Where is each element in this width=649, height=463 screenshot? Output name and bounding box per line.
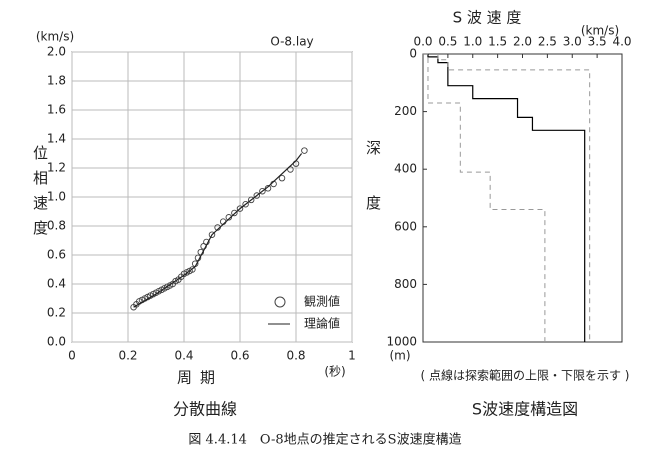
x-tick-label: 0.4 [174, 349, 193, 363]
figure-caption: 図 4.4.14 O-8地点の推定されるS波速度構造 [188, 432, 461, 448]
data-point [242, 200, 249, 208]
y-unit: (km/s) [36, 30, 74, 44]
x-tick-label: 0.6 [230, 349, 249, 363]
x-tick-label: 0.5 [438, 35, 457, 49]
y-tick-label: 200 [394, 104, 417, 118]
y-tick-label: 1.8 [47, 74, 66, 88]
data-point [208, 231, 216, 238]
data-line [133, 153, 303, 308]
x-unit: (秒) [324, 365, 345, 379]
legend-label: 観測値 [304, 294, 340, 309]
data-point [278, 174, 286, 182]
data-line [437, 54, 591, 342]
y-tick-label: 1.4 [47, 132, 66, 146]
x-tick-label: 0 [68, 349, 76, 363]
y-tick-label: 400 [394, 162, 417, 176]
data-point [231, 209, 238, 217]
data-line [423, 53, 546, 342]
y-tick-label: 0.8 [47, 219, 66, 233]
chart-title: O-8.lay [270, 35, 313, 49]
y-tick-label: 0 [409, 47, 417, 61]
y-tick-label: 2.0 [47, 45, 66, 59]
x-tick-label: 1 [348, 349, 356, 363]
data-point [189, 266, 196, 273]
x-tick-label: 2.5 [538, 35, 557, 49]
x-unit: (km/s) [581, 24, 619, 38]
y-tick-label: 1.0 [47, 190, 66, 204]
y-tick-label: 0.2 [47, 306, 66, 320]
data-point [301, 147, 308, 154]
y-tick-label: 800 [394, 277, 417, 291]
y-tick-label: 600 [394, 219, 417, 233]
x-axis-label: 周期 [177, 369, 223, 387]
y-unit: (m) [389, 349, 410, 363]
x-tick-label: 0.2 [118, 349, 137, 363]
y-tick-label: 1.2 [47, 161, 66, 175]
data-point [259, 187, 266, 195]
x-tick-label: 0.8 [286, 349, 305, 363]
legend-label: 理論値 [304, 316, 340, 331]
data-point [236, 205, 244, 212]
y-tick-label: 0.6 [47, 248, 66, 262]
chart-title: S 波 速 度 [453, 9, 522, 27]
x-tick-label: 1.0 [463, 35, 482, 49]
y-tick-label: 1.6 [47, 103, 66, 117]
chart-caption: 分散曲線 [173, 400, 237, 419]
x-tick-label: 2.0 [513, 35, 532, 49]
y-tick-label: 0.4 [47, 277, 66, 291]
x-tick-label: 1.5 [488, 35, 507, 49]
plot-frame [422, 53, 623, 343]
y-axis-label: 深度 [364, 140, 382, 250]
note: ( 点線は探索範囲の上限・下限を示す ) [421, 368, 630, 383]
x-tick-label: 3.5 [588, 35, 607, 49]
x-tick-label: 0.0 [413, 35, 432, 49]
chart-caption: S波速度構造図 [472, 400, 578, 419]
data-point [247, 196, 255, 204]
data-point [225, 214, 233, 221]
legend-marker [274, 296, 286, 308]
data-point [253, 192, 261, 199]
x-tick-label: 3.0 [563, 35, 582, 49]
y-axis-label: 位相速度 [31, 145, 49, 245]
x-tick-label: 4.0 [612, 35, 631, 49]
y-tick-label: 1000 [386, 335, 417, 349]
data-line [423, 53, 586, 342]
y-tick-label: 0.0 [47, 335, 66, 349]
